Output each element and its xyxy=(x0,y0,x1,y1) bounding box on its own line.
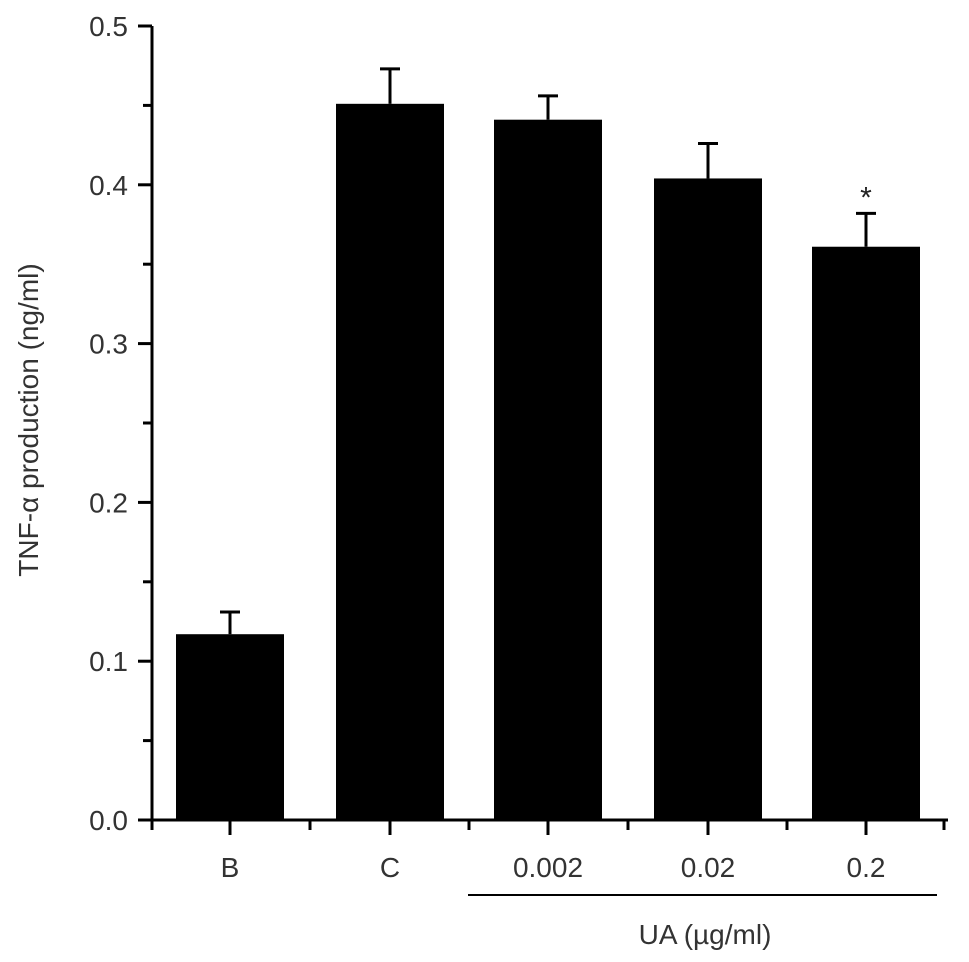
x-tick-label: B xyxy=(221,852,240,883)
y-tick-label: 0.1 xyxy=(89,646,128,677)
y-axis: 0.0 0.1 0.2 0.3 0.4 0.5 xyxy=(89,11,154,836)
group-label: UA (µg/ml) xyxy=(639,919,772,950)
bar xyxy=(336,103,444,820)
bar xyxy=(812,246,920,820)
annotations: * xyxy=(860,181,872,214)
x-tick-label: C xyxy=(380,852,400,883)
y-axis-title: TNF-α production (ng/ml) xyxy=(13,263,44,576)
y-tick-label: 0.3 xyxy=(89,329,128,360)
y-tick-label: 0.0 xyxy=(89,805,128,836)
bars xyxy=(176,103,920,820)
y-tick-label: 0.5 xyxy=(89,11,128,42)
x-tick-label: 0.2 xyxy=(847,852,886,883)
y-tick-label: 0.2 xyxy=(89,487,128,518)
bar xyxy=(654,178,762,820)
significance-marker: * xyxy=(860,181,872,214)
x-tick-label: 0.02 xyxy=(681,852,736,883)
x-axis: B C 0.002 0.02 0.2 xyxy=(150,818,948,883)
y-tick-label: 0.4 xyxy=(89,170,128,201)
error-bars xyxy=(220,67,876,635)
bar xyxy=(176,634,284,820)
x-tick-label: 0.002 xyxy=(513,852,583,883)
bar xyxy=(494,119,602,820)
